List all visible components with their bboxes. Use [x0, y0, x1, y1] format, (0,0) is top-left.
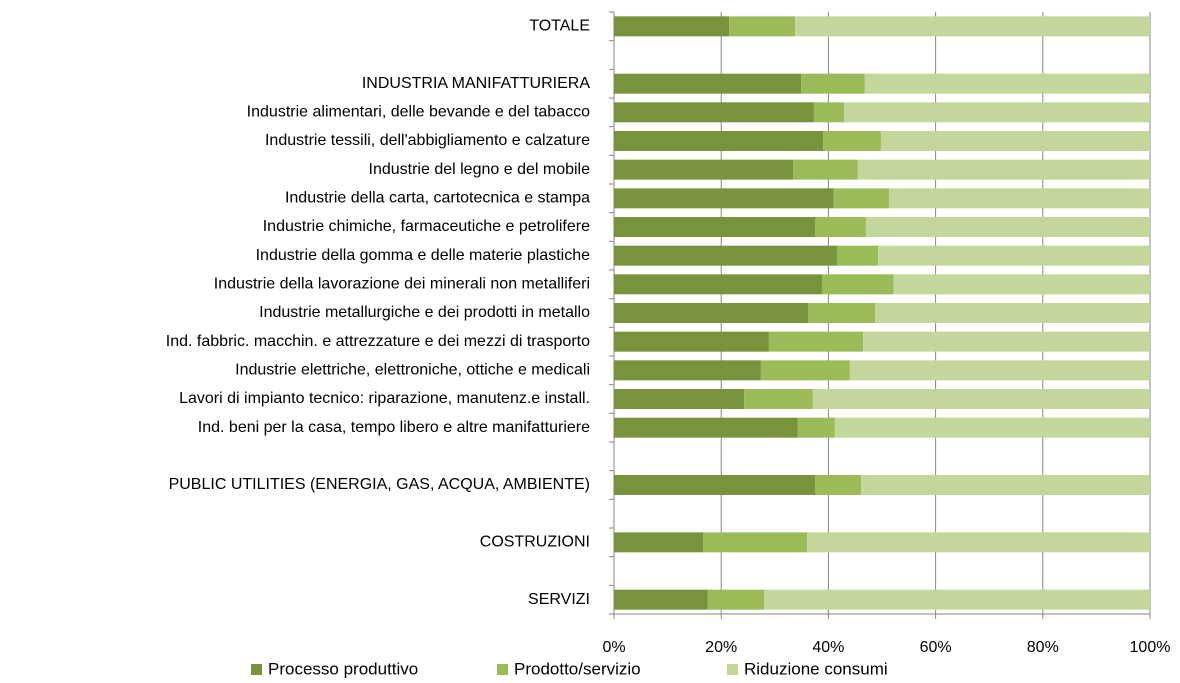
bar-segment — [614, 589, 708, 610]
y-tick-label: Industrie alimentari, delle bevande e de… — [247, 104, 590, 121]
bar-segment — [801, 73, 865, 94]
bar-segment — [857, 159, 1150, 180]
bar-segment — [797, 417, 835, 438]
bar-segment — [864, 73, 1150, 94]
bar-segment — [614, 389, 745, 409]
x-tick-label: 100% — [1130, 639, 1171, 656]
y-tick-label: Industrie tessili, dell'abbigliamento e … — [265, 132, 590, 149]
bar-segment — [729, 16, 796, 37]
bar-segment — [614, 417, 798, 438]
bar-segment — [812, 389, 1150, 409]
bar-segment — [823, 131, 881, 151]
y-tick-label: Industrie del legno e del mobile — [369, 161, 591, 178]
bar-segment — [614, 331, 769, 352]
y-tick-label: PUBLIC UTILITIES (ENERGIA, GAS, ACQUA, A… — [169, 476, 590, 493]
bar-segment — [614, 16, 730, 37]
legend-swatch — [251, 664, 262, 675]
bar-segment — [893, 274, 1150, 295]
bar-segment — [614, 131, 824, 151]
bar-segment — [880, 131, 1150, 151]
bar-segment — [793, 159, 858, 180]
y-tick-label: Industrie della gomma e delle materie pl… — [256, 247, 591, 264]
bar-segment — [865, 217, 1150, 237]
y-tick-label: Industrie della carta, cartotecnica e st… — [285, 190, 590, 207]
bar-segment — [614, 217, 815, 237]
x-tick-label: 80% — [1027, 639, 1059, 656]
bar-segment — [768, 331, 864, 352]
bar-segment — [843, 102, 1150, 123]
x-tick-label: 0% — [602, 639, 625, 656]
bar-segment — [836, 245, 879, 266]
legend-label: Processo produttivo — [268, 659, 418, 678]
legend-swatch — [727, 664, 738, 675]
y-tick-label: COSTRUZIONI — [480, 534, 590, 551]
bar-segment — [821, 274, 894, 295]
bar-segment — [614, 274, 822, 295]
bar-segment — [863, 331, 1150, 352]
bar-segment — [813, 102, 844, 123]
bar-segment — [614, 532, 703, 553]
y-tick-label: Industrie della lavorazione dei minerali… — [214, 276, 590, 293]
x-tick-label: 40% — [812, 639, 844, 656]
y-tick-label: Ind. beni per la casa, tempo libero e al… — [198, 419, 590, 436]
x-tick-label: 20% — [705, 639, 737, 656]
bar-segment — [702, 532, 807, 553]
bar-segment — [614, 102, 814, 123]
bar-segment — [614, 73, 802, 94]
bar-segment — [878, 245, 1150, 266]
bar-segment — [849, 360, 1150, 381]
y-tick-label: SERVIZI — [528, 591, 590, 608]
y-tick-label: INDUSTRIA MANIFATTURIERA — [362, 75, 590, 92]
y-tick-label: Lavori di impianto tecnico: riparazione,… — [179, 390, 590, 407]
bar-segment — [815, 217, 866, 237]
bar-segment — [815, 475, 862, 495]
legend-swatch — [497, 664, 508, 675]
bar-segment — [707, 589, 765, 610]
bar-segment — [614, 360, 761, 381]
bar-segment — [795, 16, 1150, 37]
y-tick-label: Ind. fabbric. macchin. e attrezzature e … — [166, 333, 590, 350]
legend-label: Prodotto/servizio — [514, 659, 641, 678]
x-tick-label: 60% — [920, 639, 952, 656]
y-tick-label: Industrie chimiche, farmaceutiche e petr… — [263, 218, 590, 235]
y-tick-label: TOTALE — [529, 18, 590, 35]
y-tick-label: Industrie metallurgiche e dei prodotti i… — [259, 304, 590, 321]
bar-segment — [760, 360, 850, 381]
bar-segment — [614, 245, 837, 266]
legend-label: Riduzione consumi — [744, 659, 888, 678]
bar-segment — [614, 475, 815, 495]
y-tick-label: Industrie elettriche, elettroniche, otti… — [235, 362, 590, 379]
bar-segment — [888, 188, 1150, 209]
bar-segment — [614, 159, 794, 180]
bar-segment — [614, 188, 834, 209]
bar-segment — [808, 303, 876, 323]
bar-segment — [833, 188, 889, 209]
bar-segment — [834, 417, 1150, 438]
bar-segment — [806, 532, 1150, 553]
bar-segment — [875, 303, 1150, 323]
bar-segment — [614, 303, 809, 323]
bar-segment — [764, 589, 1150, 610]
bar-segment — [861, 475, 1150, 495]
bar-segment — [744, 389, 813, 409]
